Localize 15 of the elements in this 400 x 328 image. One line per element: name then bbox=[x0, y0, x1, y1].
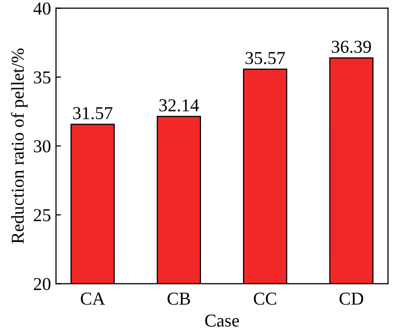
data-label: 35.57 bbox=[246, 52, 285, 64]
data-label: 31.57 bbox=[73, 107, 112, 120]
data-label: 36.39 bbox=[332, 40, 371, 53]
y-tick-label: 30 bbox=[34, 140, 50, 152]
y-tick-label: 35 bbox=[34, 71, 50, 84]
x-tick-label: CB bbox=[168, 292, 190, 305]
x-tick-label: CA bbox=[80, 292, 106, 305]
y-axis-title: Reduction ratio of pellet/% bbox=[10, 48, 28, 244]
data-label: 32.14 bbox=[159, 99, 199, 112]
x-axis-title: Case bbox=[205, 314, 239, 327]
y-tick-label: 40 bbox=[33, 2, 50, 15]
y-tick-label: 20 bbox=[34, 278, 50, 290]
x-tick-label: CC bbox=[254, 292, 276, 305]
x-tick-label: CD bbox=[340, 292, 364, 305]
y-tick-label: 25 bbox=[34, 209, 50, 222]
